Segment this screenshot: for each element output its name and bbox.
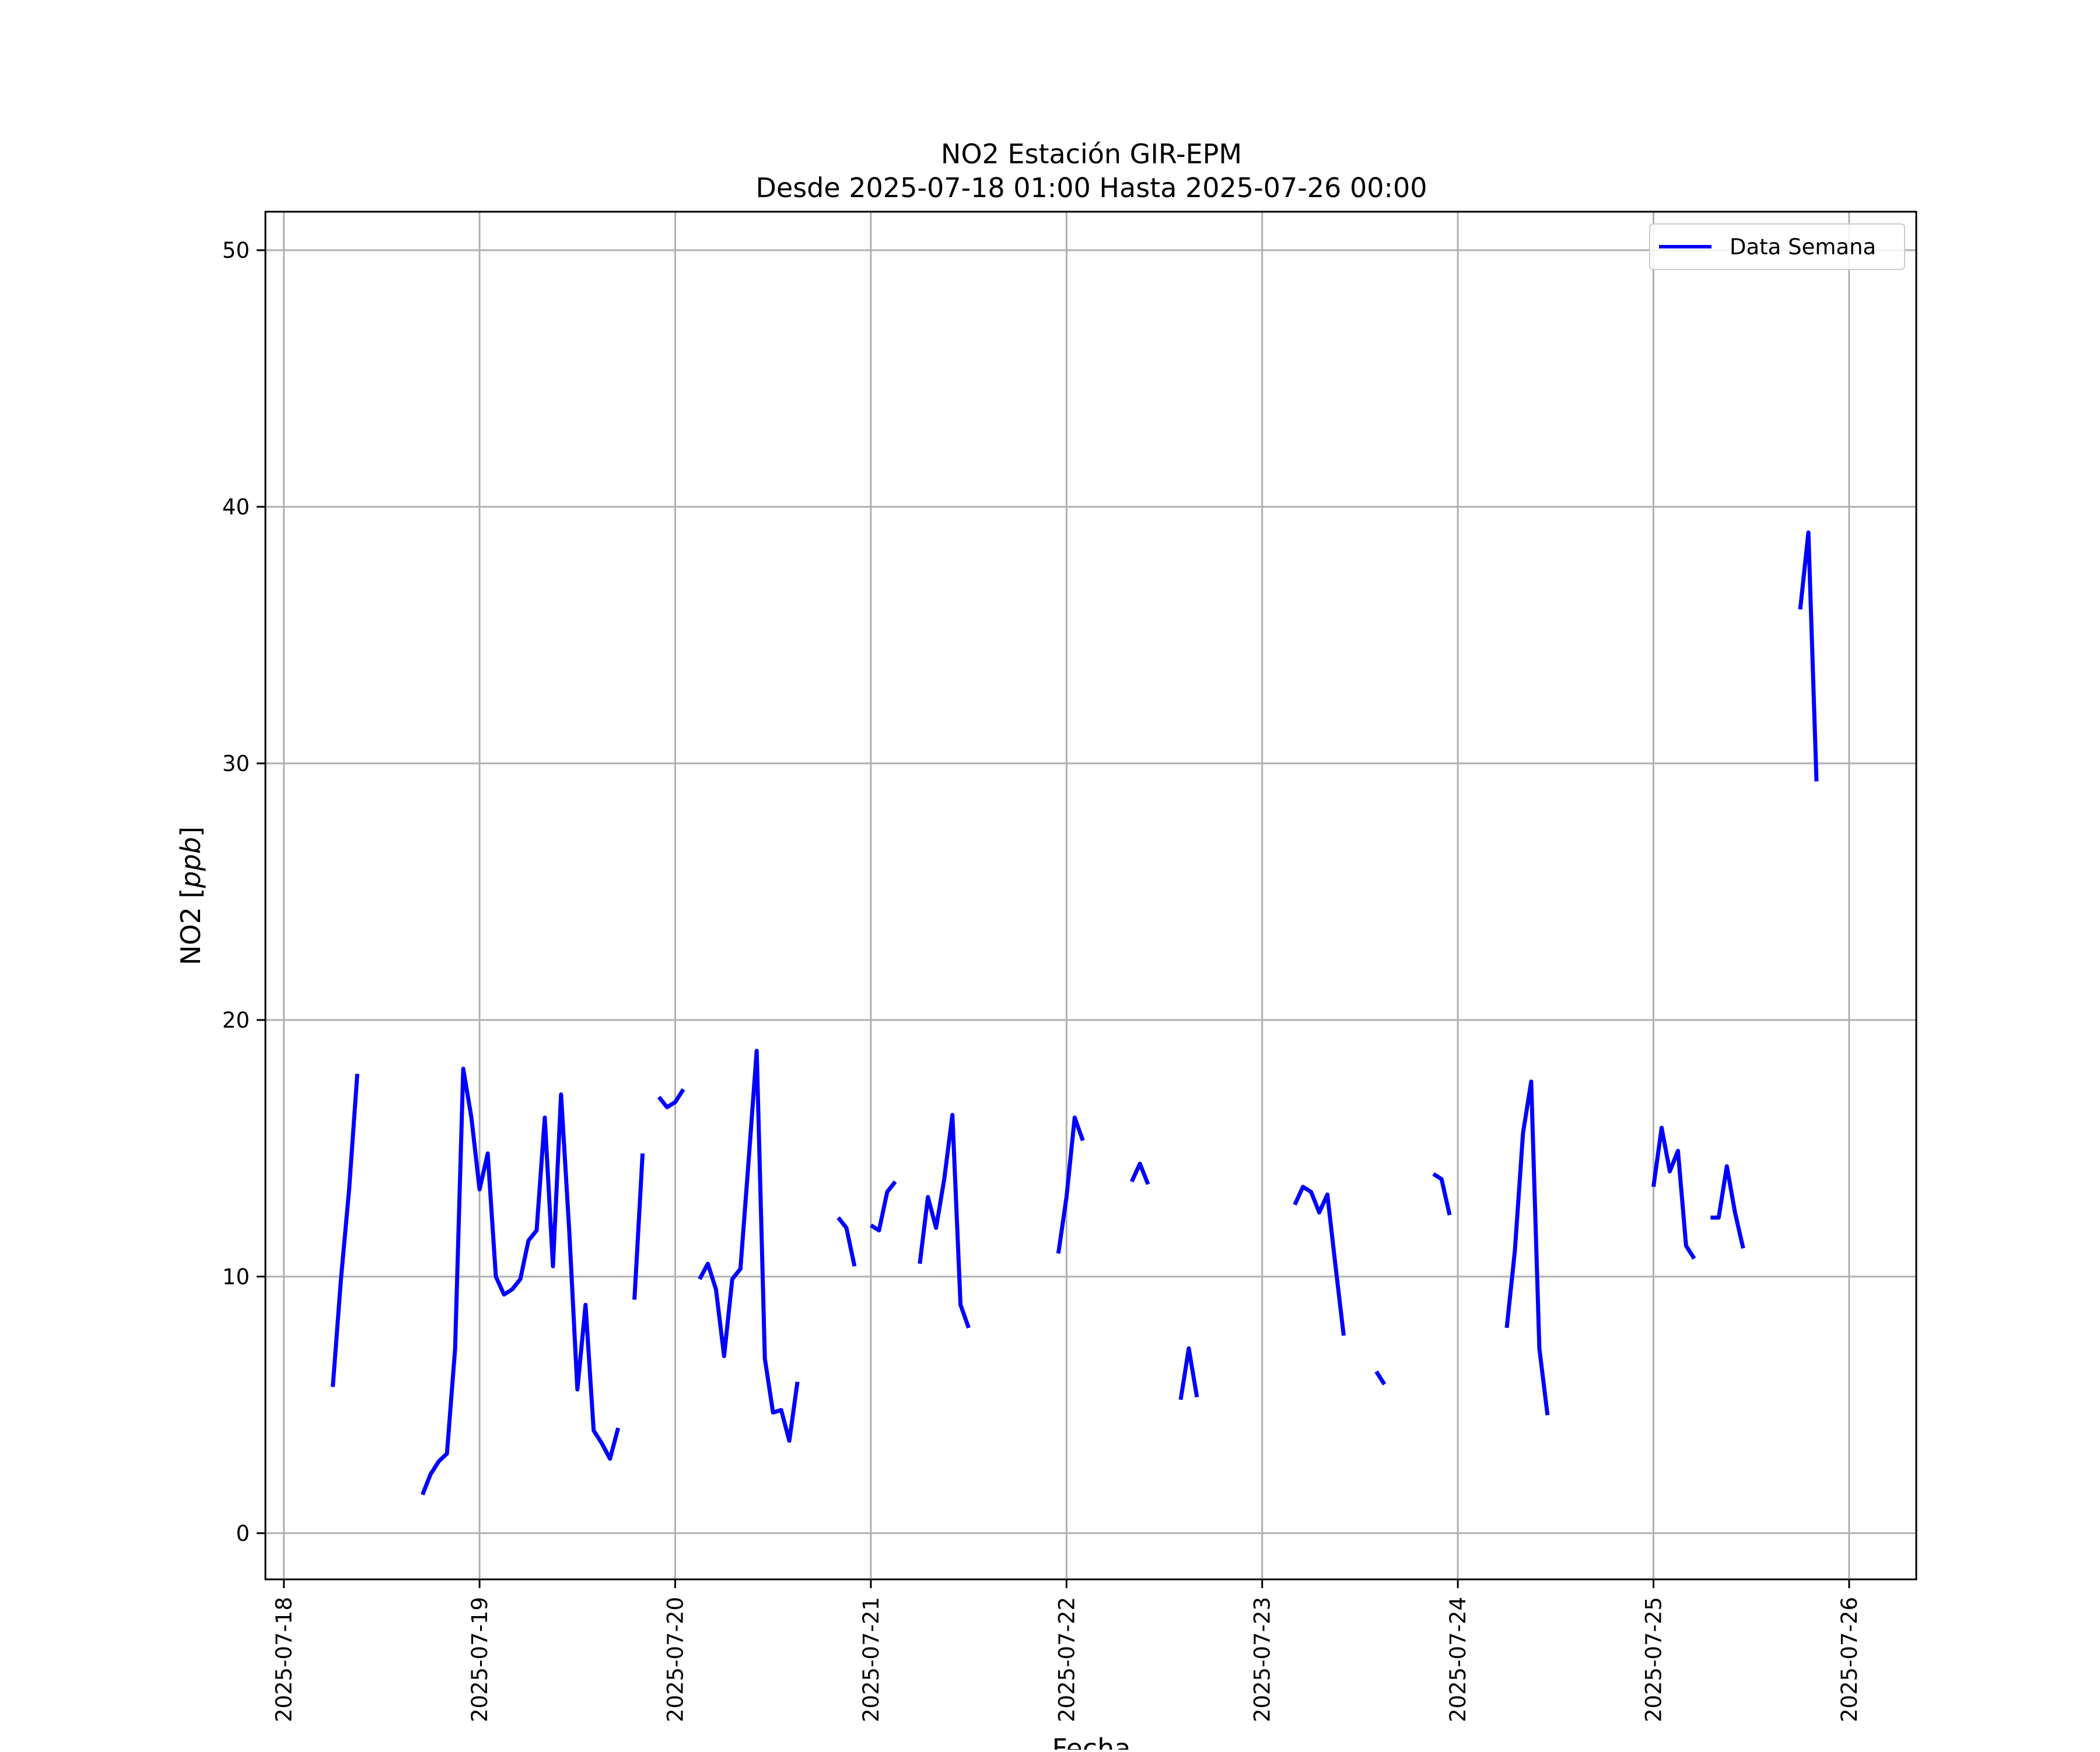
y-axis-ticks: 0 10 20 30 40 50 bbox=[222, 238, 265, 1546]
x-tick-label: 2025-07-19 bbox=[467, 1597, 492, 1722]
series-segment-15 bbox=[1504, 1080, 1550, 1415]
x-axis-label: Fecha bbox=[1052, 1733, 1131, 1750]
x-tick-label: 2025-07-20 bbox=[663, 1597, 688, 1722]
x-tick-label: 2025-07-26 bbox=[1837, 1597, 1862, 1722]
series-segment-14 bbox=[1432, 1172, 1452, 1216]
x-tick-label: 2025-07-23 bbox=[1250, 1597, 1275, 1722]
series-segment-6 bbox=[836, 1216, 857, 1267]
y-tick-label: 20 bbox=[222, 1008, 250, 1033]
series-segment-8 bbox=[918, 1113, 971, 1329]
x-tick-label: 2025-07-18 bbox=[272, 1597, 297, 1722]
series-segment-4 bbox=[657, 1088, 685, 1109]
y-axis-label: NO2 [ppb] bbox=[175, 826, 206, 965]
y-tick-label: 30 bbox=[222, 751, 250, 776]
y-tick-label: 40 bbox=[222, 495, 250, 520]
series-segment-17 bbox=[1710, 1164, 1745, 1249]
series-segment-2 bbox=[421, 1067, 621, 1496]
series-segment-16 bbox=[1651, 1126, 1696, 1260]
series-layer bbox=[331, 530, 1819, 1496]
series-segment-13 bbox=[1374, 1370, 1387, 1386]
chart-subtitle: Desde 2025-07-18 01:00 Hasta 2025-07-26 … bbox=[755, 172, 1427, 204]
y-tick-label: 50 bbox=[222, 238, 250, 263]
series-segment-1 bbox=[331, 1074, 359, 1387]
y-tick-label: 10 bbox=[222, 1264, 250, 1290]
x-tick-label: 2025-07-24 bbox=[1446, 1597, 1471, 1722]
series-segment-3 bbox=[632, 1153, 645, 1300]
y-axis-label-unit: ppb bbox=[175, 837, 206, 889]
y-axis-label-prefix: NO2 [ bbox=[175, 888, 206, 965]
series-segment-11 bbox=[1178, 1346, 1199, 1400]
series-segment-18 bbox=[1798, 530, 1819, 782]
series-segment-10 bbox=[1129, 1161, 1150, 1185]
y-axis-label-suffix: ] bbox=[175, 826, 206, 837]
series-segment-5 bbox=[698, 1049, 800, 1443]
legend: Data Semana bbox=[1649, 223, 1905, 270]
series-segment-12 bbox=[1293, 1185, 1346, 1336]
x-tick-label: 2025-07-21 bbox=[859, 1597, 884, 1722]
series-segment-7 bbox=[870, 1180, 897, 1233]
series-segment-9 bbox=[1056, 1115, 1085, 1254]
legend-box bbox=[1649, 223, 1905, 270]
x-tick-label: 2025-07-25 bbox=[1642, 1597, 1667, 1722]
grid-layer bbox=[265, 212, 1916, 1579]
x-axis-ticks: 2025-07-18 2025-07-19 2025-07-20 2025-07-21… bbox=[272, 1579, 1862, 1722]
y-tick-label: 0 bbox=[236, 1521, 250, 1546]
chart-title: NO2 Estación GIR-EPM bbox=[941, 138, 1242, 170]
legend-label: Data Semana bbox=[1730, 234, 1876, 260]
plot-area-frame bbox=[264, 211, 1917, 1581]
x-tick-label: 2025-07-22 bbox=[1054, 1597, 1079, 1722]
